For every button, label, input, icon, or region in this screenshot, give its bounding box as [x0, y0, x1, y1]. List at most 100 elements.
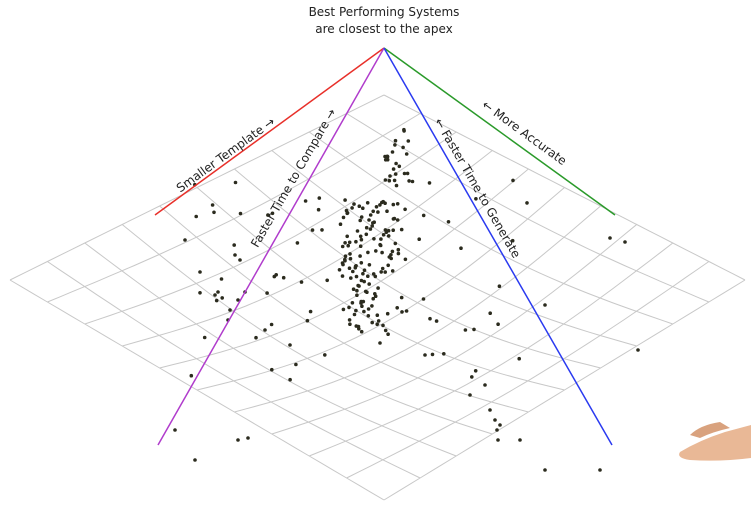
point	[396, 251, 401, 256]
point	[386, 332, 390, 337]
grid	[9, 94, 746, 501]
point	[375, 313, 380, 318]
grid-line	[159, 205, 529, 413]
point	[623, 240, 627, 244]
point	[393, 241, 398, 246]
point	[210, 203, 215, 207]
point	[233, 253, 237, 257]
point	[347, 240, 352, 245]
point	[350, 206, 354, 210]
point	[355, 293, 359, 298]
point	[381, 199, 386, 204]
point	[303, 199, 308, 203]
point	[390, 150, 395, 154]
point	[381, 323, 385, 328]
point	[193, 458, 197, 462]
point	[345, 234, 350, 239]
point	[608, 236, 612, 240]
point	[317, 196, 322, 200]
point	[376, 319, 381, 323]
point	[359, 237, 364, 242]
point	[459, 246, 463, 250]
point	[349, 276, 353, 280]
point	[525, 201, 529, 205]
point	[366, 274, 370, 279]
point	[198, 270, 202, 274]
point	[202, 335, 207, 340]
point	[442, 352, 446, 356]
point	[495, 428, 499, 432]
point	[266, 213, 270, 217]
title-line: Best Performing Systems	[309, 5, 460, 19]
point	[347, 318, 352, 322]
point	[347, 305, 351, 310]
point	[212, 210, 216, 215]
grid-line	[309, 242, 674, 457]
point	[371, 209, 376, 214]
point	[323, 353, 327, 357]
points	[173, 127, 640, 472]
point	[183, 238, 187, 242]
point	[299, 280, 304, 284]
title-line: are closest to the apex	[315, 22, 453, 36]
grid-line	[84, 242, 457, 457]
point	[391, 167, 396, 171]
purple-axis	[157, 47, 385, 446]
point	[511, 178, 515, 183]
point	[389, 253, 393, 257]
point	[636, 348, 640, 352]
grid-line	[346, 261, 710, 479]
point	[393, 143, 397, 147]
point	[510, 238, 515, 243]
point	[343, 254, 348, 258]
point	[404, 309, 409, 313]
point	[358, 218, 363, 223]
point	[367, 263, 372, 267]
point	[354, 239, 358, 244]
point	[365, 290, 369, 295]
point	[498, 423, 502, 427]
point	[194, 214, 198, 219]
point	[370, 320, 375, 325]
point	[395, 202, 400, 206]
point	[374, 205, 379, 209]
point	[423, 353, 427, 357]
point	[263, 328, 267, 332]
point	[337, 268, 342, 272]
point	[294, 362, 298, 367]
point	[359, 329, 364, 334]
point	[189, 373, 194, 378]
point	[361, 206, 365, 210]
point	[394, 161, 398, 166]
point	[488, 311, 493, 316]
point	[410, 179, 415, 184]
point	[395, 218, 400, 222]
point	[238, 258, 242, 262]
point	[543, 303, 547, 307]
point	[364, 225, 369, 230]
point	[356, 283, 360, 288]
green-axis	[383, 47, 616, 216]
point	[173, 428, 177, 432]
point	[254, 335, 258, 340]
grid-line	[383, 279, 746, 501]
point	[343, 198, 347, 202]
point	[474, 197, 478, 201]
point	[389, 256, 394, 261]
point	[310, 228, 315, 232]
grid-line	[196, 187, 565, 391]
point	[358, 244, 363, 248]
point	[402, 171, 407, 176]
point	[348, 256, 353, 261]
point	[355, 229, 360, 233]
point	[341, 262, 345, 267]
point	[421, 297, 426, 301]
point	[365, 201, 370, 205]
point	[305, 318, 310, 323]
grid-line	[9, 279, 385, 501]
point	[393, 138, 398, 143]
point	[428, 316, 432, 321]
point	[405, 171, 410, 176]
point	[375, 322, 380, 327]
point	[392, 216, 397, 221]
